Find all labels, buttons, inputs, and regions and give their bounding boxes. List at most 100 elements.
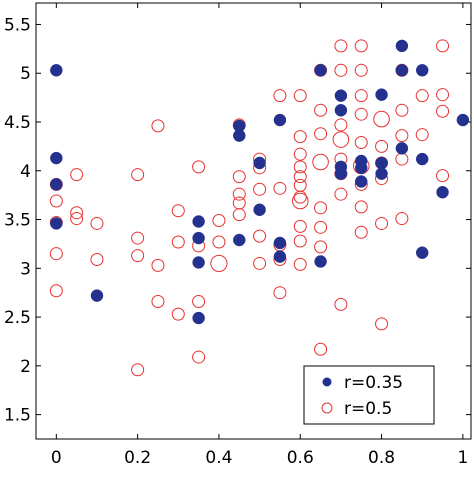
data-point-open (314, 220, 328, 234)
data-point-open (415, 89, 429, 103)
plot-frame (35, 2, 472, 440)
data-point-filled (50, 151, 63, 165)
data-point-open (293, 147, 307, 161)
data-point-open (293, 170, 307, 184)
y-tick-label: 4.5 (4, 113, 31, 133)
data-point-filled (375, 156, 388, 170)
data-point-filled (253, 156, 266, 170)
legend-box (303, 365, 435, 425)
data-point-filled (436, 185, 449, 199)
data-point-filled (334, 167, 348, 180)
legend-marker-filled (322, 377, 332, 387)
y-tick-label: 3.5 (4, 211, 31, 231)
data-point-open (192, 160, 206, 174)
data-point-open (171, 204, 185, 218)
x-tick-label: 0.8 (368, 448, 395, 468)
data-point-open (334, 39, 348, 53)
data-point-filled (90, 289, 104, 302)
data-point-open (212, 235, 226, 249)
data-point-filled (314, 64, 327, 77)
data-point-open (375, 139, 389, 153)
data-point-open (354, 135, 368, 149)
data-point-open (314, 342, 328, 356)
data-point-filled (273, 250, 287, 263)
data-point-open (314, 103, 328, 117)
data-point-open (70, 168, 84, 182)
data-point-open (314, 127, 328, 141)
data-point-open (293, 234, 307, 248)
data-point-open (436, 88, 450, 102)
y-tick-label: 1.5 (4, 406, 31, 426)
y-tick-label: 5.5 (4, 15, 31, 35)
data-point-open (171, 235, 185, 249)
data-point-open (375, 317, 389, 331)
y-tick-label: 5 (20, 64, 31, 84)
data-point-open (90, 216, 104, 230)
data-point-open (212, 214, 226, 228)
data-point-filled (415, 152, 429, 166)
data-point-open (131, 249, 145, 263)
data-point-filled (192, 231, 205, 245)
data-point-open (314, 201, 328, 215)
data-point-open (354, 89, 368, 103)
data-point-open (395, 129, 409, 143)
data-point-open (70, 206, 84, 220)
data-point-open (232, 170, 246, 184)
data-point-open (436, 39, 450, 53)
data-point-open (273, 181, 287, 195)
data-point-filled (192, 215, 205, 228)
data-point-open (253, 256, 267, 270)
data-point-open (232, 187, 246, 201)
data-point-open (273, 89, 287, 103)
legend-label: r=0.5 (344, 399, 392, 419)
data-point-open (436, 169, 450, 183)
data-point-open (395, 103, 409, 117)
data-point-open (210, 254, 228, 273)
data-point-open (293, 89, 307, 103)
data-point-filled (395, 64, 409, 77)
data-point-open (90, 253, 104, 267)
data-point-filled (273, 236, 287, 250)
data-point-open (273, 286, 287, 300)
data-point-filled (395, 39, 409, 53)
x-tick-label: 0.4 (205, 448, 232, 468)
data-point-filled (50, 64, 63, 77)
legend: r=0.35 r=0.5 (303, 365, 435, 425)
data-point-open (293, 160, 307, 174)
data-point-filled (273, 113, 287, 127)
data-point-open (334, 63, 348, 77)
data-point-open (373, 110, 390, 128)
data-point-open (354, 107, 368, 121)
data-point-open (312, 153, 329, 171)
x-tick-label: 0.2 (124, 448, 151, 468)
data-point-open (395, 212, 409, 226)
data-point-open (171, 307, 185, 321)
data-point-filled (50, 217, 63, 230)
data-point-filled (375, 88, 388, 101)
data-point-open (253, 229, 267, 243)
legend-marker-open (321, 402, 333, 414)
data-point-filled (50, 178, 63, 191)
data-point-open (293, 190, 307, 204)
y-tick-label: 2.5 (4, 308, 31, 328)
data-point-filled (253, 203, 266, 217)
y-tick-label: 4 (20, 162, 31, 182)
data-point-open (354, 225, 368, 239)
data-point-open (49, 194, 63, 208)
data-point-filled (456, 113, 470, 127)
data-point-open (253, 182, 267, 196)
data-point-open (334, 187, 348, 201)
x-tick-label: 0 (51, 448, 62, 468)
data-point-filled (233, 233, 246, 247)
data-point-open (293, 219, 307, 233)
data-point-open (314, 240, 328, 254)
data-point-open (70, 212, 84, 226)
data-point-open (131, 231, 145, 245)
data-point-open (415, 128, 429, 142)
data-point-filled (314, 255, 327, 268)
data-point-open (293, 257, 307, 271)
data-point-open (131, 168, 145, 182)
data-point-open (332, 131, 350, 148)
